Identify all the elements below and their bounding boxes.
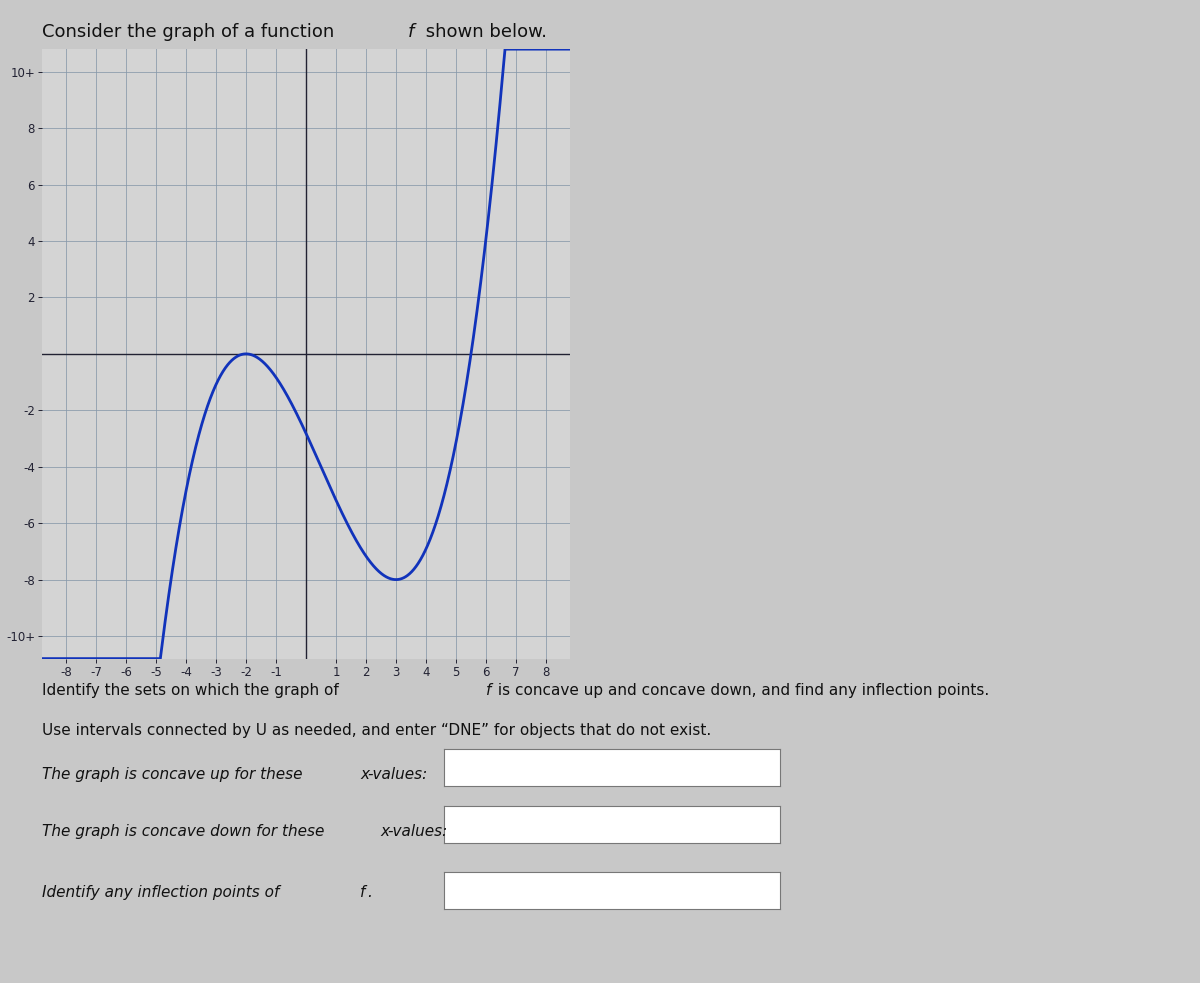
Text: shown below.: shown below.	[420, 23, 547, 40]
Text: f: f	[408, 23, 414, 40]
Text: f: f	[486, 683, 491, 698]
Text: Consider the graph of a function: Consider the graph of a function	[42, 23, 340, 40]
Text: The graph is concave up for these: The graph is concave up for these	[42, 767, 307, 781]
Text: -values:: -values:	[367, 767, 427, 781]
Text: Use intervals connected by U as needed, and enter “DNE” for objects that do not : Use intervals connected by U as needed, …	[42, 723, 712, 737]
Text: Identify the sets on which the graph of: Identify the sets on which the graph of	[42, 683, 343, 698]
Text: x: x	[380, 824, 389, 838]
Text: -values:: -values:	[388, 824, 448, 838]
Text: The graph is concave down for these: The graph is concave down for these	[42, 824, 329, 838]
Text: f: f	[360, 885, 365, 899]
Text: x: x	[360, 767, 370, 781]
Text: is concave up and concave down, and find any inflection points.: is concave up and concave down, and find…	[493, 683, 990, 698]
Text: Identify any inflection points of: Identify any inflection points of	[42, 885, 284, 899]
Text: .: .	[367, 885, 372, 899]
